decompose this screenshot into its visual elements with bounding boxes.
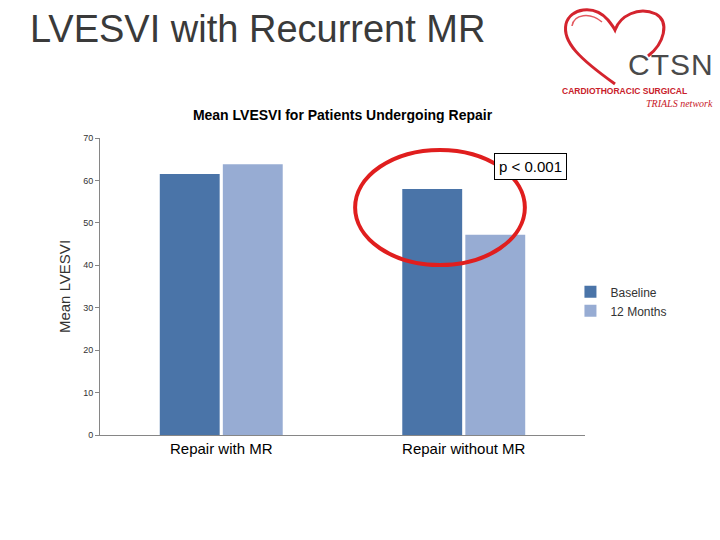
svg-text:Mean LVESVI for Patients Under: Mean LVESVI for Patients Undergoing Repa… bbox=[193, 107, 493, 123]
html-text:LVESVI with Recurrent MR: LVESVI with Recurrent MR bbox=[30, 8, 486, 50]
svg-text:60: 60 bbox=[83, 176, 93, 186]
html-text:TRIALS network: TRIALS network bbox=[646, 98, 713, 109]
svg-text:70: 70 bbox=[83, 133, 93, 143]
svg-text:Mean LVESVI: Mean LVESVI bbox=[56, 240, 73, 333]
svg-text:40: 40 bbox=[83, 260, 93, 270]
svg-text:p < 0.001: p < 0.001 bbox=[499, 158, 562, 175]
svg-text:12 Months: 12 Months bbox=[610, 305, 666, 319]
svg-text:Repair without MR: Repair without MR bbox=[402, 440, 526, 457]
svg-text:Repair with MR: Repair with MR bbox=[170, 440, 273, 457]
svg-text:0: 0 bbox=[88, 430, 93, 440]
html-text:CTSN: CTSN bbox=[628, 48, 714, 81]
svg-text:30: 30 bbox=[83, 303, 93, 313]
svg-text:20: 20 bbox=[83, 345, 93, 355]
svg-text:10: 10 bbox=[83, 388, 93, 398]
svg-text:50: 50 bbox=[83, 218, 93, 228]
svg-text:Baseline: Baseline bbox=[610, 286, 656, 300]
html-text:CARDIOTHORACIC SURGICAL: CARDIOTHORACIC SURGICAL bbox=[562, 86, 688, 96]
